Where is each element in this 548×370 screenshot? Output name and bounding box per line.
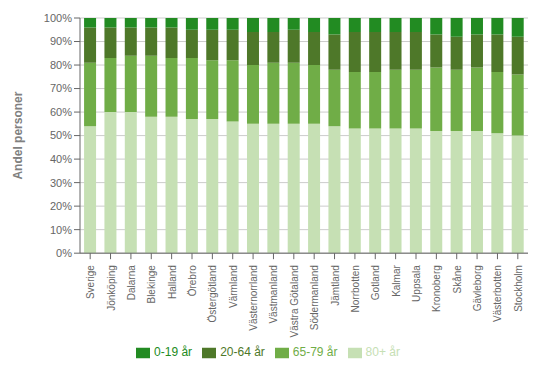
svg-text:30%: 30% (50, 177, 72, 189)
svg-text:Sverige: Sverige (85, 265, 96, 299)
svg-text:80%: 80% (50, 59, 72, 71)
html-text:80+ år: 80+ år (365, 345, 400, 360)
svg-text:40%: 40% (50, 153, 72, 165)
svg-text:Värmland: Värmland (228, 265, 239, 308)
html-text:0-19 år: 0-19 år (154, 345, 193, 360)
svg-text:Örebro: Örebro (187, 265, 198, 297)
svg-text:Västra Götaland: Västra Götaland (289, 265, 300, 337)
svg-text:Dalarna: Dalarna (126, 265, 137, 300)
svg-text:0%: 0% (56, 247, 72, 259)
svg-text:Skåne: Skåne (452, 265, 463, 294)
svg-text:50%: 50% (50, 129, 72, 141)
svg-text:10%: 10% (50, 224, 72, 236)
svg-text:Halland: Halland (167, 265, 178, 299)
svg-text:20%: 20% (50, 200, 72, 212)
svg-text:Södermanland: Södermanland (309, 265, 320, 330)
svg-text:Norrbotten: Norrbotten (350, 265, 361, 312)
svg-text:Västmanland: Västmanland (268, 265, 279, 323)
svg-text:90%: 90% (50, 35, 72, 47)
svg-text:70%: 70% (50, 82, 72, 94)
svg-text:60%: 60% (50, 106, 72, 118)
svg-text:Kronoberg: Kronoberg (431, 265, 442, 312)
svg-text:Kalmar: Kalmar (391, 265, 402, 297)
html-text:65-79 år: 65-79 år (292, 345, 338, 360)
svg-text:Stockholm: Stockholm (513, 265, 524, 312)
svg-text:Andel personer: Andel personer (11, 91, 25, 179)
svg-text:100%: 100% (44, 12, 72, 24)
svg-text:Uppsala: Uppsala (411, 265, 422, 302)
svg-text:Gotland: Gotland (370, 265, 381, 300)
svg-text:Jämtland: Jämtland (330, 265, 341, 306)
svg-text:Östergötland: Östergötland (207, 265, 218, 322)
html-text:20-64 år: 20-64 år (220, 345, 265, 360)
svg-text:Västerbotten: Västerbotten (492, 265, 503, 322)
svg-text:Västernorrland: Västernorrland (248, 265, 259, 331)
svg-text:Gävleborg: Gävleborg (472, 265, 483, 311)
svg-text:Jönköping: Jönköping (106, 265, 117, 311)
svg-text:Blekinge: Blekinge (146, 265, 157, 304)
